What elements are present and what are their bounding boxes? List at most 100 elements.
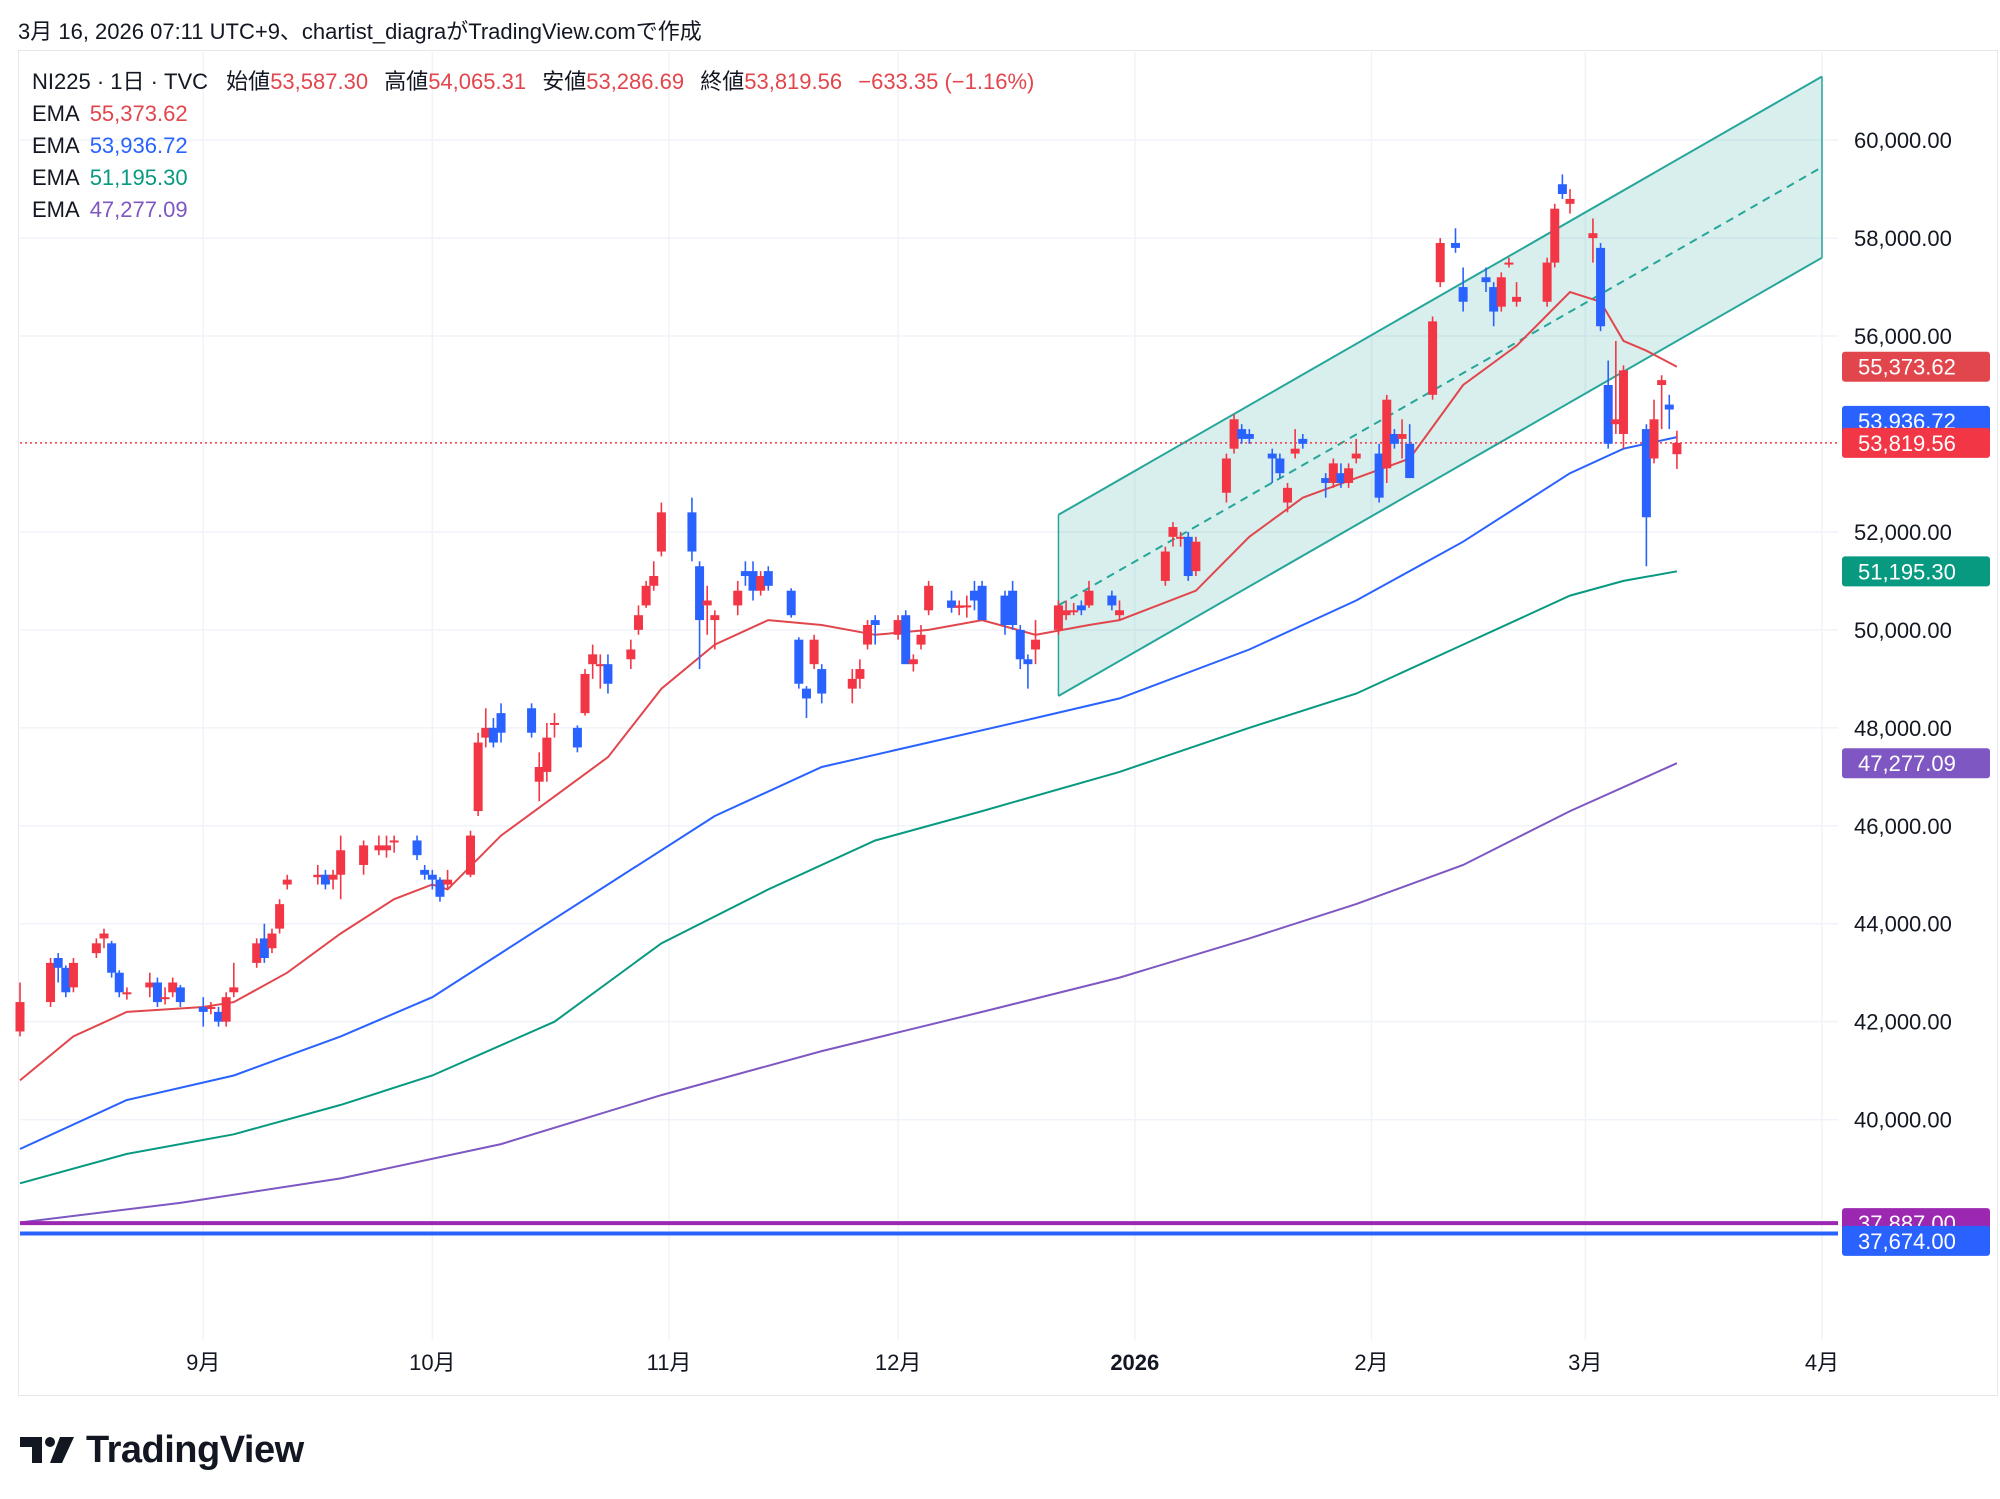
candle[interactable] [1183, 531, 1193, 581]
candle[interactable] [1191, 536, 1201, 577]
candle[interactable] [1374, 443, 1384, 503]
candle[interactable] [107, 940, 117, 978]
candle[interactable] [1618, 365, 1628, 449]
candle[interactable] [145, 972, 155, 998]
candle[interactable] [252, 938, 262, 968]
candle[interactable] [702, 585, 712, 635]
candle[interactable] [733, 580, 743, 616]
candle[interactable] [1176, 531, 1186, 547]
candle[interactable] [1298, 433, 1308, 449]
candle[interactable] [1237, 424, 1247, 444]
candle[interactable] [473, 732, 483, 816]
candle[interactable] [15, 982, 25, 1037]
candle[interactable] [962, 595, 972, 618]
candle[interactable] [1382, 394, 1392, 483]
ema-price-tag[interactable]: 51,195.30 [1842, 556, 1990, 587]
ema-price-tag[interactable]: 55,373.62 [1842, 351, 1990, 382]
candle[interactable] [1160, 546, 1170, 586]
candle[interactable] [1550, 203, 1560, 268]
candle[interactable] [313, 864, 323, 885]
candle[interactable] [969, 580, 979, 611]
candle[interactable] [1015, 624, 1025, 670]
candle[interactable] [214, 1006, 224, 1027]
candle[interactable] [1221, 453, 1231, 503]
candle[interactable] [695, 561, 705, 670]
candle[interactable] [710, 610, 720, 650]
regression-channel[interactable] [1057, 75, 1823, 697]
candle[interactable] [656, 502, 666, 557]
candle[interactable] [1496, 272, 1506, 312]
channel-upper-line[interactable] [1057, 75, 1823, 516]
ema-price-tag[interactable]: 47,277.09 [1842, 748, 1990, 779]
candle[interactable] [427, 869, 437, 890]
candle[interactable] [740, 561, 750, 586]
candle[interactable] [1489, 282, 1499, 327]
candle[interactable] [1275, 453, 1285, 479]
candle[interactable] [633, 605, 643, 635]
candle[interactable] [359, 840, 369, 875]
candle[interactable] [1168, 522, 1178, 547]
candle[interactable] [1229, 414, 1239, 454]
ema-line-medium[interactable] [19, 436, 1678, 1150]
candle[interactable] [1649, 399, 1659, 464]
candle[interactable] [947, 590, 957, 613]
candle[interactable] [1435, 238, 1445, 288]
candle[interactable] [580, 669, 590, 716]
candle[interactable] [1664, 394, 1674, 430]
candle[interactable] [893, 615, 903, 640]
candle[interactable] [794, 637, 804, 689]
candle[interactable] [481, 708, 491, 748]
ema-row-1[interactable]: EMA 55,373.62 [32, 98, 1034, 130]
candle[interactable] [1061, 600, 1071, 621]
candle[interactable] [443, 869, 453, 890]
last-price-tag[interactable]: 53,819.56 [1842, 427, 1990, 458]
candle[interactable] [1565, 189, 1575, 214]
candle[interactable] [817, 664, 827, 704]
candle[interactable] [229, 962, 239, 998]
candle[interactable] [91, 938, 101, 959]
candle[interactable] [328, 869, 338, 890]
channel-mid-line[interactable] [1057, 166, 1823, 607]
candle[interactable] [1542, 257, 1552, 307]
candle[interactable] [1405, 424, 1415, 479]
candle[interactable] [1458, 267, 1468, 312]
candle[interactable] [1450, 228, 1460, 253]
candle[interactable] [756, 571, 766, 596]
candle[interactable] [122, 987, 132, 1000]
candle[interactable] [626, 639, 636, 670]
candle[interactable] [1672, 430, 1682, 469]
candle[interactable] [1031, 620, 1041, 665]
candle[interactable] [1283, 482, 1293, 513]
candle[interactable] [1336, 463, 1346, 488]
horizontal-line-tag[interactable]: 37,674.00 [1842, 1225, 1990, 1256]
candle[interactable] [1611, 340, 1621, 434]
candle[interactable] [572, 725, 582, 753]
ema-line-longest[interactable] [19, 762, 1678, 1224]
candle[interactable] [954, 600, 964, 616]
candle[interactable] [198, 997, 208, 1027]
candle[interactable] [466, 830, 475, 878]
ema-row-2[interactable]: EMA 53,936.72 [32, 130, 1034, 162]
candle[interactable] [435, 877, 445, 902]
candle[interactable] [382, 835, 392, 858]
candle[interactable] [977, 580, 987, 621]
candle[interactable] [763, 566, 773, 591]
candle[interactable] [1000, 590, 1010, 635]
candle[interactable] [1008, 580, 1018, 630]
candle[interactable] [46, 958, 56, 1007]
candle[interactable] [687, 497, 697, 562]
candle[interactable] [801, 686, 811, 719]
candle[interactable] [855, 659, 865, 689]
candle[interactable] [1069, 602, 1079, 616]
candle[interactable] [649, 561, 659, 591]
candle[interactable] [99, 928, 109, 949]
tradingview-logo[interactable]: TradingView [20, 1428, 304, 1472]
candle[interactable] [1603, 360, 1613, 449]
candle[interactable] [1344, 463, 1354, 488]
candle[interactable] [1397, 419, 1407, 459]
candle[interactable] [114, 970, 124, 998]
candle[interactable] [1328, 458, 1338, 488]
candle[interactable] [1428, 316, 1438, 400]
candle[interactable] [412, 835, 422, 861]
